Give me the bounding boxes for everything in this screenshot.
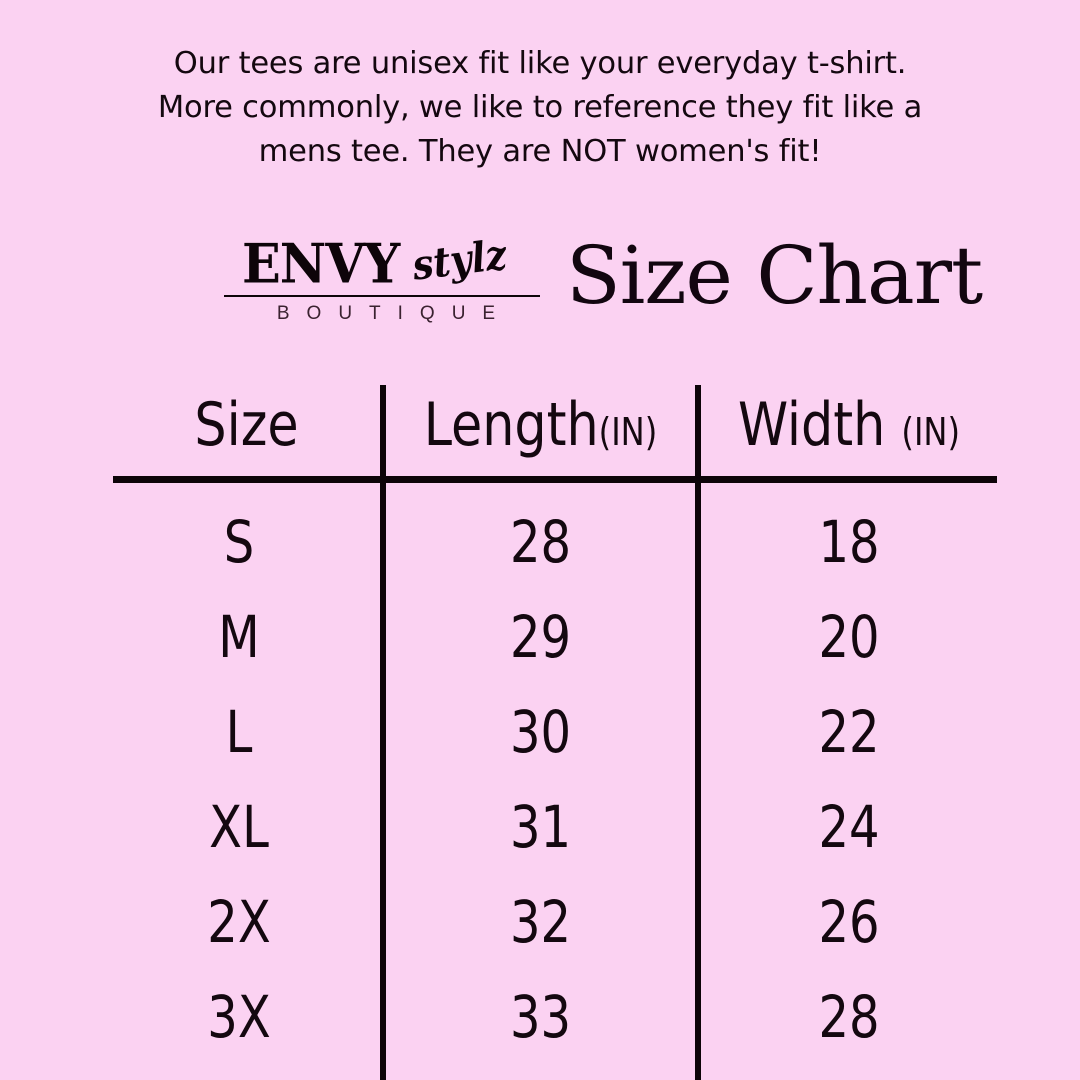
- cell-width: 24: [818, 793, 880, 861]
- table-row: S 28 18: [0, 495, 1080, 590]
- column-header-length-unit: (IN): [598, 410, 658, 454]
- brand-band: ENVY stylz BOUTIQUE Size Chart: [0, 228, 1080, 346]
- cell-width: 20: [818, 603, 880, 671]
- cell-length: 33: [509, 983, 572, 1051]
- table-row: 3X 33 28: [0, 970, 1080, 1065]
- cell-size: M: [218, 603, 260, 671]
- cell-size: 2X: [207, 888, 271, 956]
- intro-paragraph: Our tees are unisex fit like your everyd…: [0, 42, 1080, 174]
- column-divider-2: [695, 385, 701, 1080]
- cell-length: 32: [509, 888, 572, 956]
- logo-envy-text: ENVY: [242, 231, 400, 296]
- table-row: M 29 20: [0, 590, 1080, 685]
- cell-size: 3X: [207, 983, 271, 1051]
- column-header-length-label: Length: [423, 390, 599, 460]
- table-row: XL 31 24: [0, 780, 1080, 875]
- logo-divider-line: [224, 295, 540, 297]
- cell-length: 29: [509, 603, 572, 671]
- intro-line-1: Our tees are unisex fit like your everyd…: [173, 46, 907, 81]
- column-header-width-unit: (IN): [901, 410, 961, 454]
- column-header-size-label: Size: [194, 390, 299, 460]
- table-body: S 28 18 M 29 20 L 30 22 XL 31 24 2X: [0, 495, 1080, 1065]
- cell-length: 30: [509, 698, 572, 766]
- intro-line-3: mens tee. They are NOT women's fit!: [258, 134, 822, 169]
- cell-size: L: [225, 698, 253, 766]
- table-header-row: Size Length(IN) Width (IN): [0, 382, 1080, 468]
- cell-length: 31: [509, 793, 572, 861]
- cell-width: 22: [818, 698, 880, 766]
- table-row: 2X 32 26: [0, 875, 1080, 970]
- cell-width: 26: [818, 888, 880, 956]
- logo-wordmark: ENVY stylz: [222, 231, 542, 296]
- header-divider-line: [113, 476, 997, 483]
- table-row: L 30 22: [0, 685, 1080, 780]
- cell-width: 18: [818, 508, 880, 576]
- page-title: Size Chart: [566, 229, 983, 322]
- column-header-size: Size: [121, 382, 372, 468]
- cell-width: 28: [818, 983, 880, 1051]
- logo-boutique-text: BOUTIQUE: [276, 303, 513, 324]
- column-header-width-label: Width: [737, 390, 886, 460]
- cell-size: S: [223, 508, 255, 576]
- column-header-length: Length(IN): [395, 382, 685, 475]
- column-header-width: Width (IN): [710, 382, 988, 475]
- intro-line-2: More commonly, we like to reference they…: [157, 90, 923, 125]
- brand-logo: ENVY stylz BOUTIQUE: [222, 231, 542, 336]
- cell-length: 28: [509, 508, 572, 576]
- cell-size: XL: [209, 793, 269, 861]
- column-divider-1: [380, 385, 386, 1080]
